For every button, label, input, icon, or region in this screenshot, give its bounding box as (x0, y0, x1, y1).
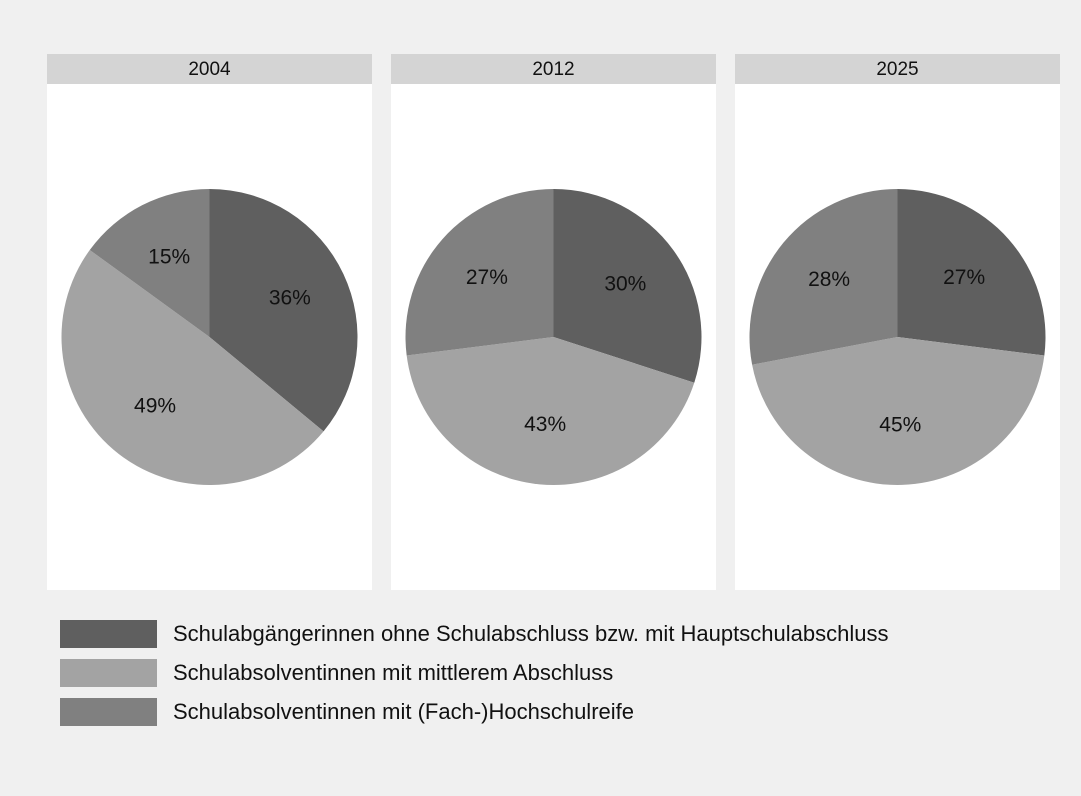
panel-header (391, 54, 716, 84)
pie-slice (406, 337, 695, 485)
pie-slice (209, 189, 358, 432)
legend-swatch (60, 698, 157, 726)
pie-slice (89, 189, 210, 337)
panel-title: 2004 (188, 59, 231, 80)
pie-slice (897, 188, 1046, 356)
legend-label: Schulabsolventinnen mit mittlerem Abschl… (173, 660, 613, 685)
legend-label: Schulabsolventinnen mit (Fach-)Hochschul… (173, 699, 634, 724)
value-label: 27% (466, 266, 508, 289)
value-label: 36% (269, 287, 311, 310)
panel-header (47, 54, 372, 84)
panel-title: 2025 (876, 59, 918, 80)
pie-slice (405, 189, 554, 356)
legend-label: Schulabgängerinnen ohne Schulabschluss b… (173, 621, 888, 646)
pie-slice (61, 250, 324, 486)
value-label: 28% (808, 268, 850, 291)
value-label: 15% (148, 245, 190, 268)
value-label: 45% (879, 413, 921, 436)
value-label: 30% (604, 272, 646, 295)
value-label: 27% (943, 266, 985, 289)
value-label: 43% (524, 413, 566, 436)
panel-header (735, 54, 1060, 84)
value-label: 49% (134, 395, 176, 418)
pie-slice (749, 189, 898, 365)
pie-slice (752, 337, 1045, 486)
pie-slice (553, 189, 702, 383)
legend-swatch (60, 659, 157, 687)
panel-title: 2012 (532, 59, 574, 80)
legend-swatch (60, 620, 157, 648)
